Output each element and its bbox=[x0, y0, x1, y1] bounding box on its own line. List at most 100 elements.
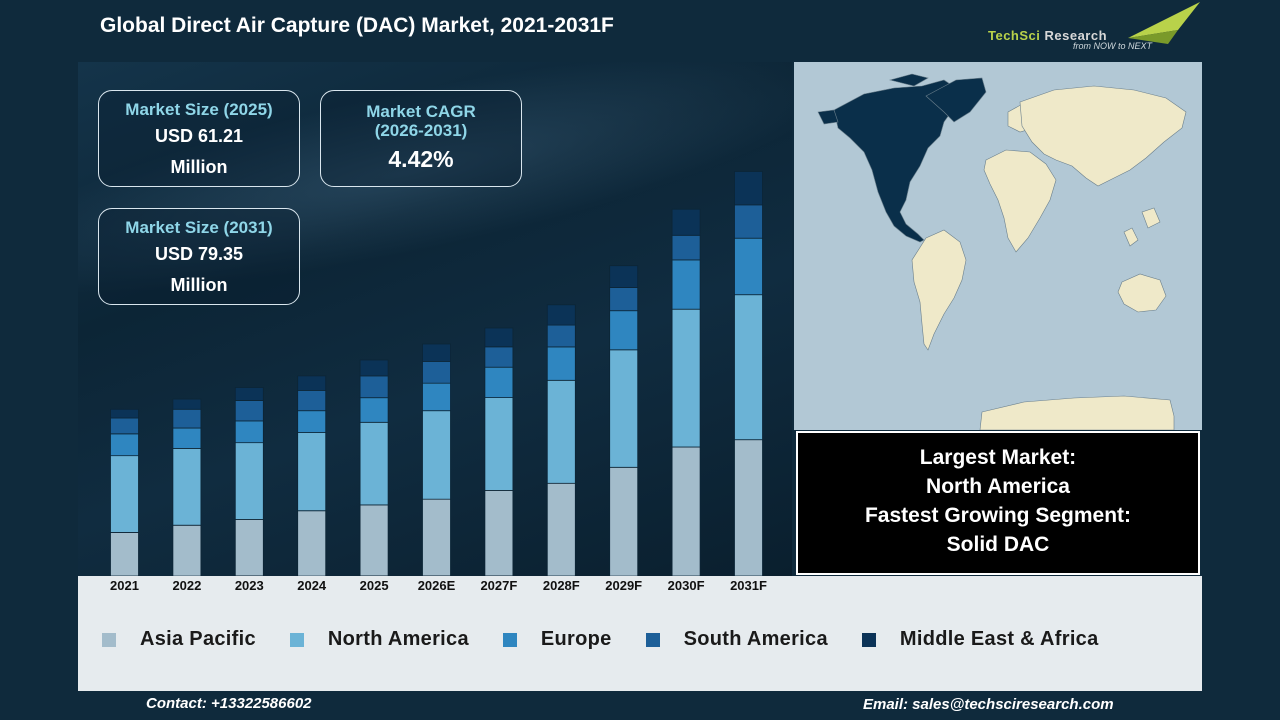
x-tick-label: 2022 bbox=[172, 578, 201, 593]
bar-2021-asia-pacific bbox=[110, 532, 139, 576]
other-continents-shape bbox=[911, 85, 1187, 431]
bar-2021-europe bbox=[110, 433, 139, 457]
market-highlights-panel: Largest Market: North America Fastest Gr… bbox=[796, 431, 1200, 575]
legend-label: Asia Pacific bbox=[140, 628, 256, 650]
market-size-2025-unit: Million bbox=[170, 157, 228, 177]
legend-item: Europe bbox=[502, 628, 612, 651]
bar-2025-north-america bbox=[359, 421, 389, 506]
market-cagr-value: 4.42% bbox=[388, 146, 454, 172]
bar-2028F-europe bbox=[546, 346, 576, 381]
bar-2022-asia-pacific bbox=[172, 524, 202, 576]
bar-2029F-europe bbox=[609, 310, 639, 351]
axis-legend-strip: 2021 2022 2023 2024 2025 2026E 2027F 2028F 2029F… bbox=[78, 576, 1202, 691]
bar-2022-north-america bbox=[172, 447, 202, 526]
x-tick-label: 2031F bbox=[730, 578, 767, 593]
bar-2021-south-america bbox=[110, 417, 139, 435]
bar-2031F-asia-pacific bbox=[734, 439, 763, 576]
bar-2025-middle-east-africa bbox=[359, 359, 389, 377]
bar-2029F-north-america bbox=[609, 349, 639, 468]
bar-2028F-south-america bbox=[546, 324, 576, 348]
bar-2022-europe bbox=[172, 427, 202, 449]
bar-2022-south-america bbox=[172, 408, 202, 429]
chart-panel: Market Size (2025) USD 61.21 Million Mar… bbox=[78, 62, 792, 576]
legend-label: Middle East & Africa bbox=[899, 628, 1099, 650]
fastest-segment-value: Solid DAC bbox=[946, 533, 1050, 556]
market-size-2025-label: Market Size (2025) bbox=[125, 100, 273, 119]
largest-market-value: North America bbox=[926, 475, 1070, 498]
bar-2025-europe bbox=[359, 397, 389, 423]
x-tick-label: 2029F bbox=[605, 578, 642, 593]
fastest-segment-label: Fastest Growing Segment: bbox=[864, 504, 1132, 527]
page-title: Global Direct Air Capture (DAC) Market, … bbox=[100, 14, 614, 37]
legend-label: North America bbox=[327, 628, 469, 650]
bar-2024-north-america bbox=[297, 431, 327, 512]
market-size-2031-box: Market Size (2031) USD 79.35 Million bbox=[98, 208, 300, 305]
market-size-2031-unit: Million bbox=[170, 275, 228, 295]
chart-legend: Asia Pacific North America Europe South Ame… bbox=[102, 628, 1133, 651]
bar-2031F-south-america bbox=[734, 204, 763, 239]
logo-tagline: from NOW to NEXT bbox=[1073, 41, 1153, 51]
legend-swatch bbox=[861, 632, 876, 647]
world-map-graphic bbox=[817, 73, 1187, 431]
bar-2026E-asia-pacific bbox=[422, 498, 451, 576]
x-tick-label: 2025 bbox=[360, 578, 389, 593]
bar-2027F-south-america bbox=[484, 346, 514, 368]
bar-2024-south-america bbox=[297, 389, 327, 412]
legend-swatch bbox=[289, 632, 304, 647]
market-size-2031-label: Market Size (2031) bbox=[125, 218, 273, 237]
x-tick-label: 2024 bbox=[297, 578, 327, 593]
legend-label: Europe bbox=[540, 628, 612, 650]
stacked-bar-chart bbox=[110, 171, 763, 576]
legend-item: North America bbox=[289, 628, 469, 651]
contact-email: Email: sales@techsciresearch.com bbox=[863, 696, 1114, 713]
bar-2027F-europe bbox=[484, 366, 514, 399]
bar-2024-middle-east-africa bbox=[297, 375, 327, 391]
bar-2029F-asia-pacific bbox=[609, 466, 639, 576]
legend-label: South America bbox=[683, 628, 828, 650]
legend-swatch bbox=[645, 632, 660, 647]
bar-2031F-middle-east-africa bbox=[734, 171, 763, 206]
market-size-2025-box: Market Size (2025) USD 61.21 Million bbox=[98, 90, 300, 187]
x-tick-label: 2027F bbox=[480, 578, 517, 593]
bar-2023-europe bbox=[234, 420, 264, 444]
bar-2023-north-america bbox=[234, 442, 264, 520]
legend-swatch bbox=[502, 632, 517, 647]
bar-2027F-middle-east-africa bbox=[484, 327, 514, 348]
bar-2023-middle-east-africa bbox=[234, 387, 264, 401]
x-tick-label: 2028F bbox=[543, 578, 580, 593]
bar-2026E-south-america bbox=[422, 360, 451, 384]
market-cagr-label: Market CAGR bbox=[366, 102, 476, 121]
bar-2029F-south-america bbox=[609, 287, 639, 312]
techsci-logo: TechSci Research from NOW to NEXT bbox=[978, 0, 1202, 60]
logo-name: TechSci Research bbox=[988, 28, 1108, 43]
bar-2022-middle-east-africa bbox=[172, 398, 202, 410]
x-tick-label: 2026E bbox=[418, 578, 456, 593]
bar-2026E-europe bbox=[422, 382, 451, 412]
bar-2030F-europe bbox=[671, 259, 701, 310]
bar-2024-europe bbox=[297, 410, 327, 433]
x-axis-ticks: 2021 2022 2023 2024 2025 2026E 2027F 2028F 2029F… bbox=[110, 578, 767, 593]
bar-2028F-middle-east-africa bbox=[546, 304, 576, 326]
x-tick-label: 2030F bbox=[668, 578, 705, 593]
north-america-shape bbox=[817, 73, 987, 243]
bar-2021-north-america bbox=[110, 455, 139, 533]
x-tick-label: 2023 bbox=[235, 578, 264, 593]
bar-2028F-asia-pacific bbox=[546, 482, 576, 576]
bar-2031F-europe bbox=[734, 237, 763, 296]
largest-market-label: Largest Market: bbox=[919, 446, 1077, 469]
bar-2030F-north-america bbox=[671, 308, 701, 448]
bar-2028F-north-america bbox=[546, 379, 576, 484]
market-cagr-period: (2026-2031) bbox=[374, 121, 468, 140]
legend-item: Asia Pacific bbox=[102, 628, 256, 651]
legend-item: South America bbox=[645, 628, 828, 651]
market-size-2031-value: USD 79.35 bbox=[154, 244, 244, 264]
bar-2021-middle-east-africa bbox=[110, 408, 139, 419]
bar-2030F-middle-east-africa bbox=[671, 208, 701, 236]
logo-arrow-icon bbox=[1128, 2, 1200, 44]
bar-2030F-south-america bbox=[671, 234, 701, 261]
bar-2030F-asia-pacific bbox=[671, 446, 701, 576]
bar-2031F-north-america bbox=[734, 294, 763, 441]
bar-2026E-north-america bbox=[422, 410, 451, 500]
contact-phone: Contact: +13322586602 bbox=[146, 695, 312, 712]
bar-2023-asia-pacific bbox=[234, 518, 264, 576]
